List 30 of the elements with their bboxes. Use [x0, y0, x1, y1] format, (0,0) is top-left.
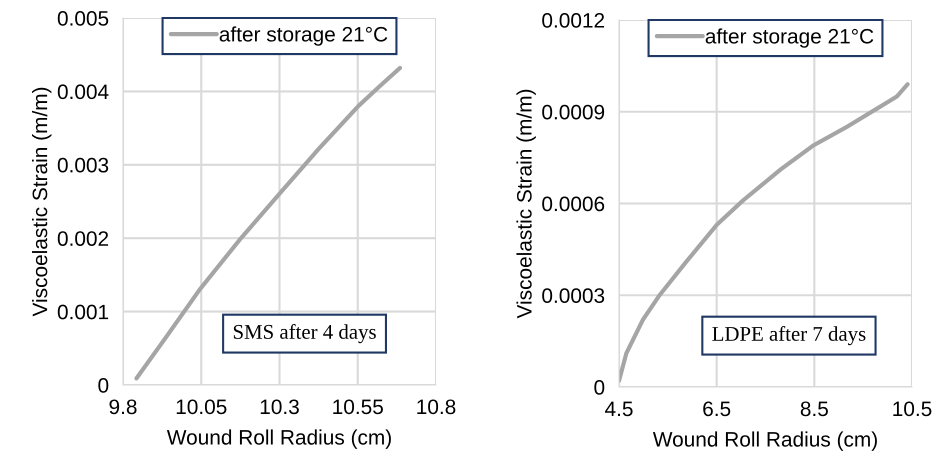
- x-tick-label: 10.55: [333, 399, 383, 414]
- line-series: [619, 82, 910, 383]
- y-tick-label: 0: [98, 378, 108, 393]
- y-tick-label: 0.001: [58, 304, 108, 320]
- y-axis-title: Viscoelastic Strain (m/m): [516, 90, 536, 318]
- y-tick-label: 0.002: [58, 231, 108, 246]
- x-tick-label: 8.5: [800, 401, 828, 416]
- y-tick-label: 0.0006: [542, 196, 604, 212]
- x-tick-label: 10.8: [417, 399, 456, 414]
- x-tick-label: 4.5: [605, 402, 633, 416]
- legend-label: after storage 21°C: [706, 28, 874, 48]
- y-tick-label: 0: [594, 380, 604, 395]
- y-axis-title: Viscoelastic Strain (m/m): [32, 88, 52, 316]
- y-tick-label: 0.003: [58, 158, 108, 173]
- y-tick-label: 0.0012: [542, 13, 604, 28]
- x-axis-title: Wound Roll Radius (cm): [652, 431, 877, 451]
- y-tick-label: 0.004: [58, 84, 109, 100]
- x-tick-label: 10.5: [893, 401, 932, 416]
- annotation: SMS after 4 days: [234, 324, 376, 344]
- x-axis-title: Wound Roll Radius (cm): [166, 429, 391, 449]
- x-tick-label: 10.05: [176, 399, 226, 414]
- line-series: [134, 66, 402, 380]
- annotation: LDPE after 7 days: [712, 326, 866, 346]
- legend-label: after storage 21°C: [220, 26, 388, 46]
- x-tick-label: 9.8: [109, 399, 137, 414]
- y-tick-label: 0.0003: [542, 288, 604, 304]
- y-tick-label: 0.005: [58, 11, 108, 26]
- x-tick-label: 10.3: [260, 399, 299, 414]
- y-tick-label: 0.0009: [542, 104, 604, 120]
- x-tick-label: 6.5: [703, 401, 730, 416]
